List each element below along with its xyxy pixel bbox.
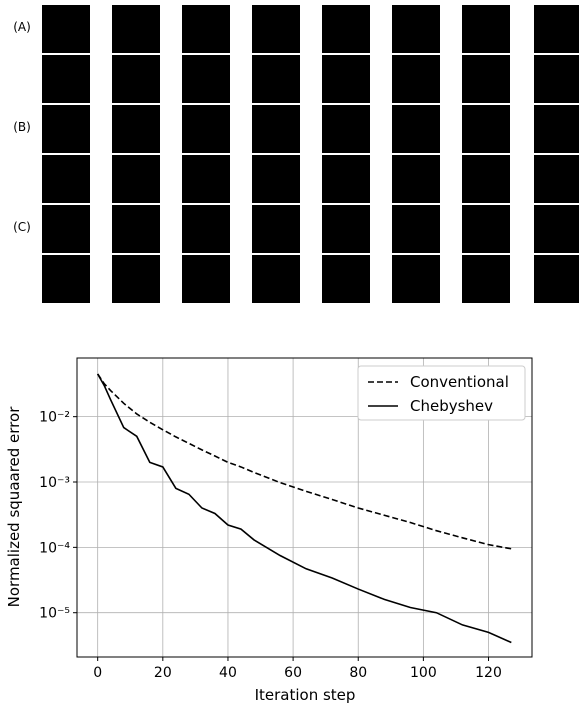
plot-frame: [76, 357, 533, 658]
digit-image: [252, 255, 300, 303]
digit-image: [112, 155, 160, 203]
digit-image: [112, 105, 160, 153]
legend-label: Chebyshev: [410, 397, 493, 415]
digit-image: [534, 205, 579, 253]
digit-image: [392, 5, 440, 53]
digit-image: [252, 205, 300, 253]
digit-image: [112, 5, 160, 53]
x-tick-label: 0: [93, 665, 102, 681]
digit-image: [252, 105, 300, 153]
digit-image: [462, 205, 510, 253]
digit-image: [322, 205, 370, 253]
digit-image: [392, 155, 440, 203]
digit-image: [392, 105, 440, 153]
legend-label: Conventional: [410, 373, 509, 391]
digit-image: [322, 5, 370, 53]
digit-image: [112, 55, 160, 103]
y-tick-label: 10⁻⁴: [39, 540, 70, 556]
digit-image: [42, 205, 90, 253]
digit-image: [462, 55, 510, 103]
digit-image: [534, 155, 579, 203]
data-line: [96, 373, 512, 644]
digit-image: [182, 55, 230, 103]
digit-image: [534, 55, 579, 103]
y-tick-label: 10⁻⁵: [39, 606, 70, 622]
x-tick-label: 20: [154, 665, 172, 681]
x-tick-label: 80: [349, 665, 367, 681]
digit-image: [252, 155, 300, 203]
digit-image: [182, 155, 230, 203]
y-axis-label: Normalized squaared error: [5, 406, 23, 608]
digit-image: [322, 105, 370, 153]
legend-box: [357, 365, 526, 421]
digit-image: [462, 255, 510, 303]
digit-image: [534, 255, 579, 303]
digit-image: [322, 155, 370, 203]
digit-image: [182, 205, 230, 253]
y-tick-label: 10⁻³: [39, 475, 70, 491]
x-tick-label: 60: [284, 665, 302, 681]
digit-image: [462, 105, 510, 153]
digit-image: [322, 55, 370, 103]
digit-image: [534, 5, 579, 53]
digit-image: [182, 105, 230, 153]
digit-image: [42, 5, 90, 53]
digit-image: [392, 205, 440, 253]
digit-image: [42, 255, 90, 303]
digit-image: [182, 5, 230, 53]
digit-image: [182, 255, 230, 303]
digit-grid: [42, 5, 579, 303]
panel-label: (B): [13, 120, 31, 134]
x-tick-label: 100: [410, 665, 437, 681]
digit-image: [42, 155, 90, 203]
panel-label: (C): [13, 220, 31, 234]
x-tick-label: 120: [475, 665, 502, 681]
digit-image: [462, 155, 510, 203]
x-tick-label: 40: [219, 665, 237, 681]
digit-image: [534, 105, 579, 153]
digit-image: [112, 205, 160, 253]
digit-image: [252, 55, 300, 103]
digit-image: [42, 55, 90, 103]
x-axis-label: Iteration step: [255, 686, 356, 704]
digit-image: [42, 105, 90, 153]
digit-image: [112, 255, 160, 303]
digit-image: [252, 5, 300, 53]
digit-image: [322, 255, 370, 303]
panel-label: (A): [13, 20, 31, 34]
y-tick-label: 10⁻²: [39, 410, 70, 426]
digit-image: [392, 55, 440, 103]
digit-image: [392, 255, 440, 303]
digit-image: [462, 5, 510, 53]
data-line: [97, 373, 512, 550]
